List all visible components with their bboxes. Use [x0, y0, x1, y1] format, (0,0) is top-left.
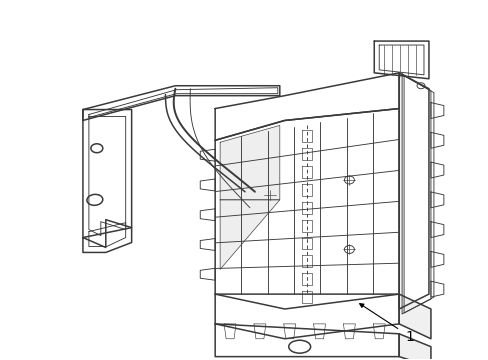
- Polygon shape: [89, 117, 125, 235]
- Polygon shape: [215, 109, 398, 309]
- Polygon shape: [220, 125, 279, 200]
- Polygon shape: [430, 192, 443, 208]
- Polygon shape: [430, 132, 443, 148]
- Polygon shape: [253, 324, 265, 339]
- Polygon shape: [200, 149, 215, 161]
- Polygon shape: [200, 268, 215, 280]
- Polygon shape: [373, 41, 428, 79]
- Polygon shape: [430, 222, 443, 238]
- Polygon shape: [83, 86, 279, 121]
- Polygon shape: [343, 324, 355, 339]
- Polygon shape: [430, 103, 443, 118]
- Text: 1: 1: [405, 330, 413, 344]
- Polygon shape: [430, 162, 443, 178]
- Polygon shape: [83, 228, 131, 252]
- Polygon shape: [200, 209, 215, 221]
- Polygon shape: [89, 88, 277, 117]
- Polygon shape: [398, 334, 430, 360]
- Polygon shape: [398, 294, 430, 339]
- Polygon shape: [403, 76, 433, 313]
- Polygon shape: [283, 324, 295, 339]
- Polygon shape: [215, 73, 398, 140]
- Polygon shape: [313, 324, 325, 339]
- Polygon shape: [220, 200, 279, 269]
- Polygon shape: [224, 324, 236, 339]
- Polygon shape: [200, 179, 215, 191]
- Polygon shape: [398, 73, 428, 309]
- Polygon shape: [83, 109, 131, 247]
- Polygon shape: [430, 251, 443, 267]
- Polygon shape: [200, 239, 215, 251]
- Polygon shape: [215, 324, 398, 357]
- Polygon shape: [372, 324, 385, 339]
- Polygon shape: [89, 223, 125, 247]
- Polygon shape: [215, 294, 398, 339]
- Polygon shape: [430, 281, 443, 297]
